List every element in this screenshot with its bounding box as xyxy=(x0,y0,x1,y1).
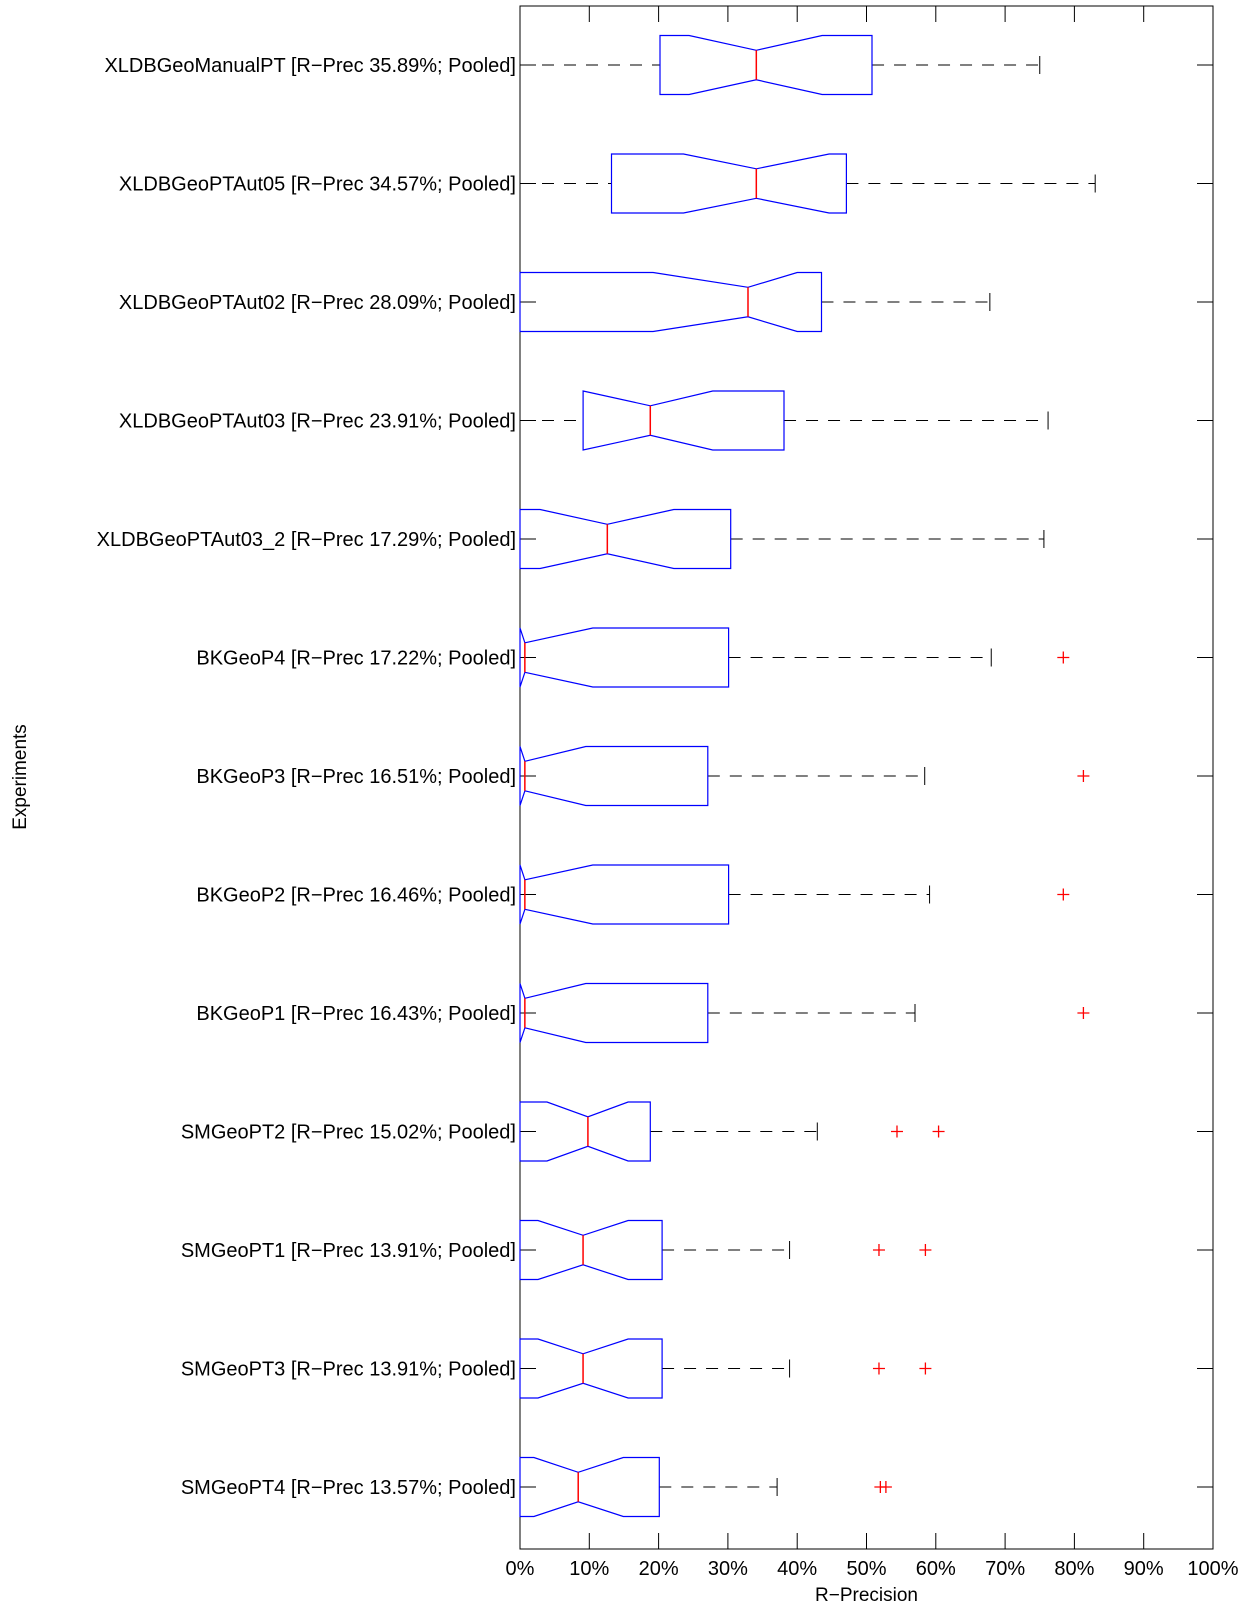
outlier-marker xyxy=(1057,888,1070,901)
box-series xyxy=(519,34,1096,1518)
outlier-marker xyxy=(872,1244,885,1256)
category-label: XLDBGeoPTAut03 [R−Prec 23.91%; Pooled] xyxy=(119,411,516,433)
x-tick-label: 10% xyxy=(569,1558,609,1580)
notched-box xyxy=(610,153,848,214)
notched-box xyxy=(519,864,730,925)
outlier-marker xyxy=(919,1244,932,1256)
box-group xyxy=(519,745,1090,807)
outlier-marker xyxy=(890,1125,903,1138)
box-group xyxy=(519,390,1049,451)
outlier-marker xyxy=(1077,770,1090,782)
axis-ticks xyxy=(519,6,1214,1549)
box-group xyxy=(519,1338,932,1399)
category-label: XLDBGeoPTAut03_2 [R−Prec 17.29%; Pooled] xyxy=(97,529,516,551)
x-tick-label: 90% xyxy=(1124,1558,1164,1580)
outlier-marker xyxy=(919,1362,932,1375)
category-label: BKGeoP4 [R−Prec 17.22%; Pooled] xyxy=(196,648,516,670)
x-axis-title: R−Precision xyxy=(815,1585,918,1606)
notched-box xyxy=(519,982,709,1044)
x-tick-label: 50% xyxy=(846,1558,886,1580)
x-tick-label: 70% xyxy=(985,1558,1025,1580)
box-group xyxy=(519,153,1096,214)
notched-box xyxy=(519,1101,651,1162)
category-label: BKGeoP2 [R−Prec 16.46%; Pooled] xyxy=(196,885,516,907)
x-tick-label: 60% xyxy=(916,1558,956,1580)
box-group xyxy=(519,271,991,333)
notched-box xyxy=(519,1456,660,1518)
category-labels: XLDBGeoManualPT [R−Prec 35.89%; Pooled] X… xyxy=(97,55,516,1499)
x-tick-label: 80% xyxy=(1054,1558,1094,1580)
notched-box xyxy=(582,390,785,451)
notched-box xyxy=(659,34,873,96)
category-label: BKGeoP3 [R−Prec 16.51%; Pooled] xyxy=(196,766,516,788)
category-label: SMGeoPT2 [R−Prec 15.02%; Pooled] xyxy=(181,1122,516,1144)
x-tick-label: 100% xyxy=(1187,1558,1238,1580)
x-tick-label: 0% xyxy=(506,1558,535,1580)
box-group xyxy=(519,627,1070,688)
category-label: SMGeoPT1 [R−Prec 13.91%; Pooled] xyxy=(181,1240,516,1262)
category-label: SMGeoPT4 [R−Prec 13.57%; Pooled] xyxy=(181,1477,516,1499)
box-group xyxy=(519,508,1045,570)
outlier-marker xyxy=(872,1362,885,1375)
outlier-marker xyxy=(932,1125,945,1138)
x-tick-label: 40% xyxy=(777,1558,817,1580)
category-label: XLDBGeoPTAut02 [R−Prec 28.09%; Pooled] xyxy=(119,292,516,314)
outlier-marker xyxy=(879,1481,892,1493)
outlier-marker xyxy=(1057,651,1070,664)
box-group xyxy=(519,982,1090,1044)
box-group xyxy=(519,1219,932,1281)
box-group xyxy=(519,1456,892,1518)
category-label: XLDBGeoManualPT [R−Prec 35.89%; Pooled] xyxy=(104,55,516,77)
x-tick-label: 20% xyxy=(639,1558,679,1580)
category-label: BKGeoP1 [R−Prec 16.43%; Pooled] xyxy=(196,1003,516,1025)
outlier-marker xyxy=(1077,1007,1090,1019)
box-group xyxy=(519,864,1070,925)
x-tick-labels: 0% 10% 20% 30% 40% 50% 60% 70% 80% 90% 100% xyxy=(506,1558,1239,1580)
notched-box xyxy=(519,745,709,807)
notched-box xyxy=(519,1338,663,1399)
y-axis-title: Experiments xyxy=(10,724,31,830)
notched-box xyxy=(519,1219,663,1281)
box-group xyxy=(519,1101,945,1162)
notched-box xyxy=(519,271,823,333)
category-label: SMGeoPT3 [R−Prec 13.91%; Pooled] xyxy=(181,1359,516,1381)
notched-box xyxy=(519,508,732,570)
notched-box xyxy=(519,627,730,688)
x-tick-label: 30% xyxy=(708,1558,748,1580)
category-label: XLDBGeoPTAut05 [R−Prec 34.57%; Pooled] xyxy=(119,174,516,196)
box-group xyxy=(519,34,1041,96)
